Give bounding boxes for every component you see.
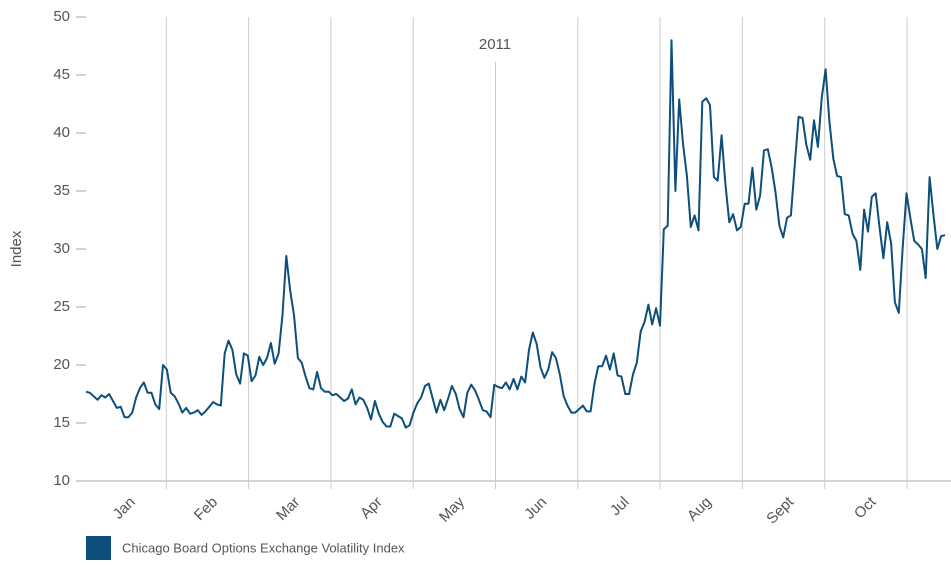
y-axis-label: Index	[8, 230, 25, 267]
x-tick-label: May	[436, 493, 468, 525]
y-tick-label: 35	[53, 182, 70, 199]
x-tick-label: Sept	[763, 493, 797, 527]
x-tick-label: Jun	[521, 494, 550, 523]
y-tick-label: 10	[53, 472, 70, 489]
legend-label: Chicago Board Options Exchange Volatilit…	[122, 540, 405, 555]
x-tick-label: Jul	[607, 494, 633, 520]
y-tick-label: 25	[53, 298, 70, 315]
x-tick-label: Apr	[357, 494, 386, 523]
y-tick-label: 15	[53, 414, 70, 431]
x-tick-label: Oct	[851, 493, 880, 522]
y-tick-label: 40	[53, 124, 70, 141]
y-tick-label: 45	[53, 66, 70, 83]
y-tick-label: 30	[53, 240, 70, 257]
data-line	[85, 39, 946, 429]
x-tick-label: Jan	[110, 494, 139, 523]
x-tick-label: Mar	[273, 494, 303, 524]
y-tick-label: 20	[53, 356, 70, 373]
x-tick-label: Feb	[191, 494, 221, 524]
legend-swatch	[86, 536, 111, 560]
y-tick-label: 50	[53, 8, 70, 25]
annotation: 2011	[479, 36, 511, 53]
x-tick-label: Aug	[684, 494, 715, 525]
